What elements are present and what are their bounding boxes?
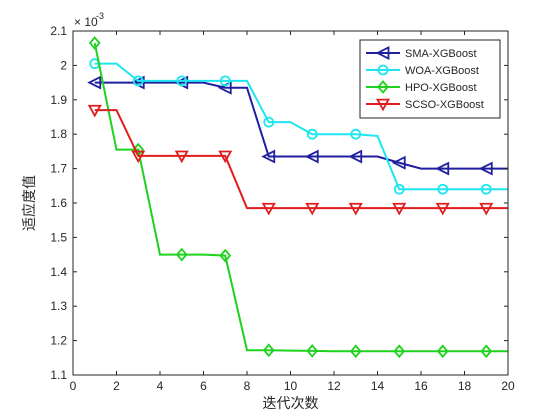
- data-point-hpo-xgboost: [175, 247, 188, 262]
- series-hpo-xgboost: [88, 36, 508, 359]
- data-point-woa-xgboost: [306, 128, 318, 140]
- x-tick-label: 8: [244, 379, 251, 393]
- legend-marker-scso-xgboost: [375, 98, 391, 112]
- y-tick-label: 1.7: [50, 162, 67, 176]
- legend-label-sma-xgboost: SMA-XGBoost: [405, 48, 477, 60]
- data-point-scso-xgboost: [261, 202, 276, 216]
- y-tick-label: 1.9: [50, 93, 67, 107]
- y-tick-label: 2: [60, 58, 67, 72]
- data-point-scso-xgboost: [218, 150, 233, 164]
- data-point-woa-xgboost: [393, 183, 405, 195]
- data-point-scso-xgboost: [392, 202, 407, 216]
- legend-marker-hpo-xgboost: [377, 80, 389, 94]
- legend-item-hpo-xgboost: HPO-XGBoost: [366, 80, 477, 94]
- y-axis-label: 适应度值: [21, 175, 38, 231]
- x-tick-label: 6: [200, 379, 207, 393]
- data-point-sma-xgboost: [478, 161, 493, 176]
- data-point-scso-xgboost: [87, 104, 102, 118]
- data-point-scso-xgboost: [131, 150, 146, 164]
- data-point-scso-xgboost: [305, 202, 320, 216]
- data-point-sma-xgboost: [304, 149, 319, 164]
- legend-label-hpo-xgboost: HPO-XGBoost: [405, 82, 477, 94]
- data-point-sma-xgboost: [435, 161, 450, 176]
- x-tick-label: 14: [371, 379, 385, 393]
- y-tick-label: 1.2: [50, 334, 67, 348]
- y-tick-label: 1.6: [50, 196, 67, 210]
- x-tick-label: 10: [284, 379, 298, 393]
- legend-marker-sma-xgboost: [375, 46, 390, 60]
- data-point-hpo-xgboost: [219, 248, 232, 263]
- data-point-scso-xgboost: [174, 150, 189, 164]
- data-point-hpo-xgboost: [393, 344, 406, 359]
- legend-marker-woa-xgboost: [377, 64, 389, 76]
- data-point-woa-xgboost: [350, 128, 362, 140]
- data-point-sma-xgboost: [261, 149, 276, 164]
- data-point-woa-xgboost: [437, 183, 449, 195]
- data-point-hpo-xgboost: [480, 344, 493, 359]
- y-tick-label: 1.4: [50, 265, 67, 279]
- data-point-sma-xgboost: [87, 75, 102, 90]
- data-point-woa-xgboost: [263, 116, 275, 128]
- series-layer: [87, 36, 508, 359]
- data-point-sma-xgboost: [391, 155, 406, 170]
- y-axis-exponent: × 10 -3: [74, 11, 104, 29]
- y-exponent-base: × 10: [74, 15, 98, 29]
- data-point-sma-xgboost: [348, 149, 363, 164]
- data-point-woa-xgboost: [480, 183, 492, 195]
- data-point-scso-xgboost: [435, 202, 450, 216]
- ticks-layer: 0 2 4 6 8 10 12 14 16 18 20 1.1 1.2 1.3 1.4 1.5 1.6 1.7 1.…: [50, 24, 515, 393]
- legend-item-sma-xgboost: SMA-XGBoost: [366, 46, 477, 60]
- data-point-woa-xgboost: [176, 75, 188, 87]
- data-point-hpo-xgboost: [88, 36, 101, 50]
- legend-item-woa-xgboost: WOA-XGBoost: [366, 64, 479, 77]
- y-tick-label: 1.3: [50, 299, 67, 313]
- data-point-hpo-xgboost: [349, 344, 362, 359]
- x-tick-label: 2: [113, 379, 120, 393]
- x-tick-label: 12: [327, 379, 341, 393]
- x-tick-label: 0: [70, 379, 77, 393]
- data-point-hpo-xgboost: [306, 344, 319, 358]
- legend-label-woa-xgboost: WOA-XGBoost: [405, 65, 479, 77]
- y-tick-label: 2.1: [50, 24, 67, 38]
- data-point-hpo-xgboost: [436, 344, 449, 359]
- x-tick-label: 20: [501, 379, 515, 393]
- legend-label-scso-xgboost: SCSO-XGBoost: [405, 99, 484, 111]
- x-tick-label: 16: [414, 379, 428, 393]
- data-point-woa-xgboost: [219, 75, 231, 87]
- legend: SMA-XGBoost WOA-XGBoost HPO-XGBoost SCSO-XG…: [359, 39, 501, 119]
- series-woa-xgboost: [89, 58, 508, 195]
- data-point-woa-xgboost: [132, 75, 144, 87]
- x-axis-label: 迭代次数: [263, 396, 319, 412]
- y-exponent-power: -3: [96, 11, 104, 21]
- x-tick-label: 4: [157, 379, 164, 393]
- data-point-scso-xgboost: [348, 202, 363, 216]
- data-point-hpo-xgboost: [262, 343, 275, 358]
- y-tick-label: 1.1: [50, 368, 67, 382]
- series-scso-xgboost: [87, 104, 508, 216]
- legend-item-scso-xgboost: SCSO-XGBoost: [366, 98, 484, 112]
- x-tick-label: 18: [458, 379, 472, 393]
- y-tick-label: 1.5: [50, 230, 67, 244]
- data-point-scso-xgboost: [479, 202, 494, 216]
- y-tick-label: 1.8: [50, 127, 67, 141]
